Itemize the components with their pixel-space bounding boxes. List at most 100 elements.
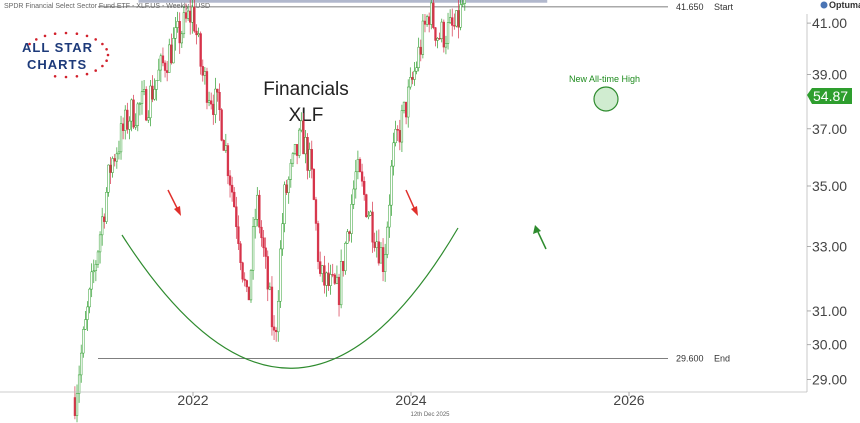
candle-body: [224, 145, 227, 151]
optuma-brand-text: Optuma: [829, 0, 860, 10]
candle-body: [388, 204, 391, 228]
ath-annotation: New All-time High: [569, 74, 640, 84]
candle-body: [247, 286, 251, 301]
date-footer: 12th Dec 2025: [410, 412, 450, 418]
candle-body: [136, 103, 139, 126]
candle-body: [371, 211, 374, 243]
red-arrow-icon: [167, 189, 181, 216]
candlesticks: [73, 0, 466, 423]
candle-body: [283, 184, 286, 224]
candle-body: [423, 20, 427, 25]
candle-body: [407, 86, 410, 118]
candle-body: [203, 71, 207, 76]
candle-body: [342, 261, 345, 272]
candle-body: [157, 69, 160, 81]
logo-star: [106, 53, 110, 57]
candle-body: [90, 271, 93, 290]
candle-body: [306, 137, 309, 171]
candle-body: [243, 278, 246, 281]
logo-star: [75, 32, 79, 35]
candle-body: [432, 2, 435, 28]
candle-body: [272, 326, 276, 331]
candle-body: [377, 241, 381, 264]
x-tick-label: 2026: [613, 392, 644, 408]
y-tick-label: 39.00: [812, 67, 847, 83]
candle-body: [249, 270, 253, 301]
candle-body: [82, 329, 85, 354]
resistance-zones: [138, 0, 548, 3]
candle-body: [363, 181, 366, 195]
candle-body: [268, 286, 272, 290]
candle-body: [92, 270, 95, 273]
candle-body: [195, 30, 198, 36]
candle-body: [270, 286, 274, 328]
candle-body: [398, 130, 401, 143]
candle-body: [448, 17, 452, 23]
candle-body: [145, 89, 148, 121]
ath-highlight-circle: [593, 86, 619, 112]
candle-body: [323, 265, 326, 286]
candle-body: [421, 20, 425, 55]
candle-body: [205, 71, 209, 103]
candle-body: [233, 191, 236, 208]
candle-body: [186, 10, 190, 19]
candle-body: [130, 99, 133, 122]
candle-body: [285, 184, 288, 193]
candle-body: [381, 247, 385, 272]
candle-body: [216, 88, 219, 93]
candle-body: [300, 120, 303, 131]
candle-body: [438, 38, 441, 40]
candle-body: [138, 103, 142, 105]
candle-body: [369, 211, 372, 216]
candle-body: [189, 10, 192, 23]
level-tag: End: [714, 354, 730, 364]
candle-body: [124, 109, 127, 131]
candle-body: [289, 162, 292, 180]
candle-body: [84, 319, 87, 330]
candle-body: [256, 194, 259, 220]
logo-star: [94, 38, 97, 41]
logo-star: [64, 31, 68, 35]
candle-body: [415, 67, 418, 72]
candle-body: [274, 329, 278, 333]
candle-body: [126, 109, 129, 130]
candle-body: [352, 188, 355, 205]
candle-body: [321, 265, 324, 274]
candle-body: [109, 164, 112, 173]
logo-star: [94, 69, 97, 72]
red-arrow-icon: [405, 189, 418, 216]
candle-body: [327, 272, 330, 286]
candle-body: [373, 241, 376, 248]
candle-body: [293, 144, 297, 154]
candle-body: [119, 123, 123, 153]
candle-body: [396, 128, 399, 131]
level-value: 41.650: [676, 2, 704, 12]
candle-body: [245, 280, 248, 288]
candle-body: [128, 120, 131, 130]
candle-body: [98, 234, 102, 253]
candle-body: [237, 226, 240, 244]
candle-body: [442, 21, 445, 48]
candle-body: [404, 101, 408, 118]
candle-body: [199, 33, 202, 67]
candle-body: [201, 66, 204, 76]
x-axis: 2022 2024 2026: [177, 392, 645, 408]
candle-body: [428, 16, 431, 25]
candle-body: [163, 62, 167, 71]
candle-body: [457, 10, 460, 28]
candle-body: [134, 125, 137, 128]
candle-body: [319, 261, 322, 274]
candle-body: [375, 241, 378, 248]
candle-body: [417, 46, 420, 68]
candle-body: [266, 256, 269, 290]
candle-body: [390, 165, 393, 206]
candle-body: [210, 100, 213, 105]
x-tick-label: 2022: [177, 392, 208, 408]
candle-body: [96, 251, 100, 265]
candle-body: [241, 262, 244, 280]
candle-body: [329, 274, 332, 286]
candle-body: [434, 27, 437, 41]
all-star-charts-logo: ALL STAR CHARTS: [22, 31, 110, 79]
candle-body: [107, 164, 110, 193]
